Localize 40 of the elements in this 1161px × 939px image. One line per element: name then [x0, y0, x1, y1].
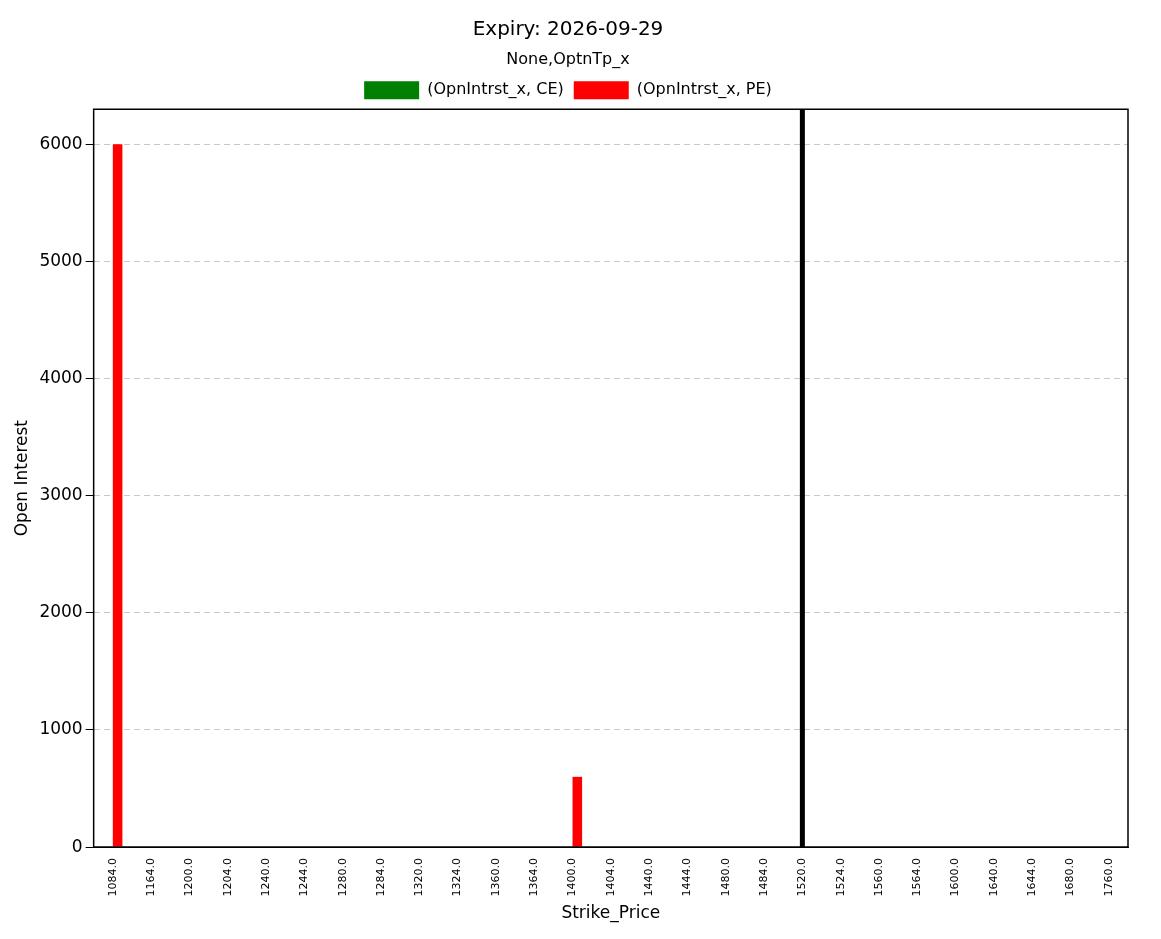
x-tick-label: 1524.0	[833, 858, 847, 897]
x-tick-label: 1084.0	[105, 858, 119, 897]
x-tick-label: 1364.0	[527, 858, 541, 897]
x-tick-label: 1644.0	[1025, 858, 1039, 897]
y-tick-label: 6000	[39, 132, 83, 153]
x-tick-label: 1440.0	[642, 858, 655, 897]
x-tick-label: 1640.0	[986, 858, 1000, 897]
y-tick-label: 3000	[39, 484, 83, 505]
y-tick-label: 0	[71, 835, 83, 856]
y-tick-label: 4000	[39, 367, 83, 388]
x-tick-label: 1244.0	[297, 858, 311, 897]
x-tick-label: 1680.0	[1063, 858, 1077, 897]
x-tick-label: 1200.0	[182, 858, 196, 897]
x-tick-label: 1204.0	[220, 858, 234, 897]
y-tick-label: 5000	[39, 249, 83, 270]
x-axis-title: Strike_Price	[561, 902, 661, 924]
x-tick-label: 1444.0	[680, 858, 694, 897]
legend-label: (OpnIntrst_x, PE)	[636, 79, 772, 100]
x-tick-label: 1564.0	[910, 858, 924, 897]
y-axis-title: Open Interest	[10, 419, 31, 537]
x-tick-label: 1404.0	[603, 858, 617, 897]
x-tick-label: 1480.0	[718, 858, 732, 897]
chart-title: Expiry: 2026-09-29	[472, 16, 664, 41]
x-tick-label: 1600.0	[948, 858, 962, 897]
x-tick-label: 1280.0	[335, 858, 349, 897]
y-tick-label: 1000	[39, 718, 83, 739]
x-tick-label: 1284.0	[373, 858, 387, 897]
x-tick-label: 1240.0	[258, 858, 272, 897]
legend-label: (OpnIntrst_x, CE)	[427, 79, 564, 100]
x-tick-label: 1320.0	[412, 858, 426, 897]
legend-title: None,OptnTp_x	[506, 49, 630, 70]
x-tick-label: 1484.0	[756, 858, 770, 897]
x-tick-label: 1360.0	[488, 858, 502, 897]
x-tick-label: 1760.0	[1101, 858, 1115, 897]
x-tick-label: 1324.0	[450, 858, 464, 897]
y-tick-label: 2000	[39, 601, 83, 622]
x-tick-label: 1560.0	[871, 858, 885, 897]
x-tick-label: 1400.0	[565, 858, 579, 897]
x-tick-label: 1520.0	[795, 858, 809, 897]
x-tick-label: 1164.0	[143, 858, 157, 897]
